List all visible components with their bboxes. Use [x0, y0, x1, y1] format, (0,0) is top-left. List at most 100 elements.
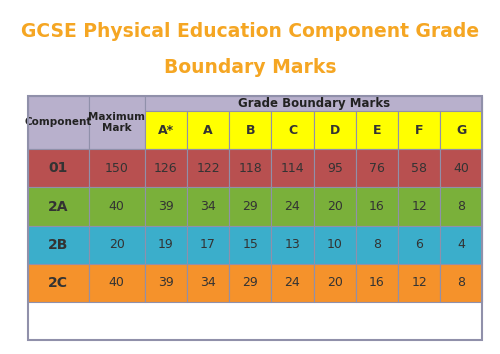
- Bar: [144, 96, 482, 112]
- Bar: [314, 112, 356, 149]
- Text: 17: 17: [200, 238, 216, 251]
- Bar: [28, 96, 89, 149]
- Text: 76: 76: [369, 162, 385, 175]
- Bar: [314, 225, 356, 264]
- Text: 39: 39: [158, 200, 174, 213]
- Bar: [28, 96, 482, 340]
- Bar: [28, 264, 89, 302]
- Bar: [144, 112, 187, 149]
- Text: 118: 118: [238, 162, 262, 175]
- Bar: [28, 188, 89, 225]
- Text: 29: 29: [242, 276, 258, 290]
- Bar: [272, 225, 314, 264]
- Text: 34: 34: [200, 276, 216, 290]
- Text: 24: 24: [284, 276, 300, 290]
- Bar: [229, 225, 272, 264]
- Text: 20: 20: [109, 238, 124, 251]
- Bar: [356, 225, 398, 264]
- Text: Component: Component: [24, 118, 92, 127]
- Bar: [440, 112, 482, 149]
- Bar: [398, 264, 440, 302]
- Text: 2C: 2C: [48, 276, 68, 290]
- Bar: [229, 149, 272, 188]
- Text: B: B: [246, 124, 255, 137]
- Bar: [440, 149, 482, 188]
- Bar: [398, 188, 440, 225]
- Text: 12: 12: [412, 276, 427, 290]
- Text: 40: 40: [454, 162, 469, 175]
- Bar: [272, 264, 314, 302]
- Bar: [144, 264, 187, 302]
- Text: Boundary Marks: Boundary Marks: [164, 58, 336, 77]
- Text: 58: 58: [411, 162, 427, 175]
- Text: F: F: [415, 124, 424, 137]
- Bar: [144, 225, 187, 264]
- Text: Grade Boundary Marks: Grade Boundary Marks: [238, 97, 390, 110]
- Text: C: C: [288, 124, 297, 137]
- Text: 2A: 2A: [48, 200, 68, 213]
- Text: 6: 6: [415, 238, 423, 251]
- Bar: [28, 225, 89, 264]
- Bar: [187, 149, 229, 188]
- Text: 34: 34: [200, 200, 216, 213]
- Bar: [272, 188, 314, 225]
- Bar: [89, 96, 144, 149]
- Text: 29: 29: [242, 200, 258, 213]
- Bar: [356, 188, 398, 225]
- Text: GCSE Physical Education Component Grade: GCSE Physical Education Component Grade: [21, 22, 479, 41]
- Text: 150: 150: [105, 162, 128, 175]
- Text: 8: 8: [458, 200, 466, 213]
- Text: A*: A*: [158, 124, 174, 137]
- Text: 15: 15: [242, 238, 258, 251]
- Bar: [356, 112, 398, 149]
- Bar: [187, 225, 229, 264]
- Bar: [229, 188, 272, 225]
- Bar: [89, 225, 144, 264]
- Text: 122: 122: [196, 162, 220, 175]
- Text: 95: 95: [327, 162, 342, 175]
- Bar: [89, 264, 144, 302]
- Text: 24: 24: [284, 200, 300, 213]
- Text: 8: 8: [458, 276, 466, 290]
- Text: G: G: [456, 124, 466, 137]
- Bar: [144, 149, 187, 188]
- Text: A: A: [203, 124, 213, 137]
- Bar: [314, 149, 356, 188]
- Bar: [229, 264, 272, 302]
- Bar: [398, 225, 440, 264]
- Text: 8: 8: [373, 238, 381, 251]
- Bar: [398, 112, 440, 149]
- Text: 20: 20: [327, 200, 342, 213]
- Text: 13: 13: [284, 238, 300, 251]
- Text: 39: 39: [158, 276, 174, 290]
- Text: D: D: [330, 124, 340, 137]
- Bar: [187, 264, 229, 302]
- Bar: [187, 188, 229, 225]
- Bar: [398, 149, 440, 188]
- Bar: [28, 149, 89, 188]
- Text: 19: 19: [158, 238, 174, 251]
- Bar: [187, 112, 229, 149]
- Bar: [144, 188, 187, 225]
- Text: 10: 10: [327, 238, 342, 251]
- Bar: [440, 188, 482, 225]
- Text: 2B: 2B: [48, 238, 68, 252]
- Bar: [356, 149, 398, 188]
- Text: 4: 4: [458, 238, 466, 251]
- Text: 12: 12: [412, 200, 427, 213]
- Text: Maximum
Mark: Maximum Mark: [88, 112, 145, 133]
- Bar: [440, 264, 482, 302]
- Bar: [272, 149, 314, 188]
- Text: 01: 01: [48, 161, 68, 175]
- Text: 126: 126: [154, 162, 178, 175]
- Bar: [314, 188, 356, 225]
- Text: 40: 40: [109, 200, 124, 213]
- Bar: [440, 225, 482, 264]
- Text: 16: 16: [369, 276, 385, 290]
- Text: E: E: [372, 124, 381, 137]
- Bar: [229, 112, 272, 149]
- Bar: [356, 264, 398, 302]
- Text: 114: 114: [280, 162, 304, 175]
- Bar: [272, 112, 314, 149]
- Bar: [89, 188, 144, 225]
